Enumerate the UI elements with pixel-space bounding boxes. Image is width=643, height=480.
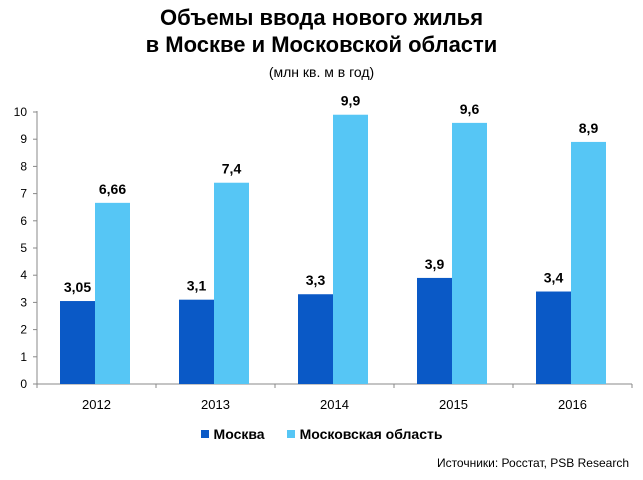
bar-moscow [179, 299, 214, 384]
bar-moscow-region [95, 202, 130, 384]
data-label: 9,6 [460, 101, 480, 117]
x-tick-label: 2013 [201, 397, 230, 412]
x-tick-label: 2012 [82, 397, 111, 412]
data-label: 3,05 [64, 279, 91, 295]
bar-moscow-region [214, 182, 249, 384]
legend: Москва Московская область [0, 426, 643, 442]
y-tick-label: 6 [20, 214, 27, 228]
bar-moscow [298, 294, 333, 384]
data-label: 3,9 [425, 256, 445, 272]
bar-moscow-region [452, 122, 487, 384]
x-tick-label: 2015 [439, 397, 468, 412]
bar-chart: 0 1 2 3 4 5 6 7 8 9 10 3,05 6,66 2012 3,1 7,4 2013 3,3 9,9… [14, 93, 633, 412]
legend-item-moscow-region: Московская область [286, 426, 443, 442]
y-tick-label: 10 [14, 105, 28, 119]
chart-subtitle: (млн кв. м в год) [268, 64, 375, 80]
bar-moscow [417, 277, 452, 384]
x-tick-label: 2014 [320, 397, 349, 412]
bar-moscow-region [571, 141, 606, 384]
legend-label-moscow-region: Московская область [299, 426, 443, 442]
legend-swatch-moscow [200, 430, 209, 438]
data-label: 6,66 [99, 181, 126, 197]
bar-moscow [536, 291, 571, 384]
y-tick-label: 9 [20, 132, 27, 146]
data-label: 8,9 [579, 120, 599, 136]
data-label: 7,4 [222, 161, 242, 177]
y-tick-label: 1 [20, 350, 27, 364]
legend-swatch-moscow-region [286, 430, 295, 438]
data-label: 3,4 [544, 270, 564, 286]
y-tick-label: 0 [20, 377, 27, 391]
data-label: 3,1 [187, 278, 207, 294]
chart-title-line-1: Объемы ввода нового жилья [159, 5, 484, 30]
x-tick-label: 2016 [558, 397, 587, 412]
y-tick-label: 5 [20, 241, 27, 255]
y-tick-label: 4 [20, 268, 27, 282]
source-note: Источники: Росстат, PSB Research [436, 456, 629, 470]
bar-moscow [60, 301, 95, 384]
y-tick-label: 3 [20, 295, 27, 309]
y-tick-label: 8 [20, 159, 27, 173]
legend-item-moscow: Москва [200, 426, 265, 442]
y-tick-label: 7 [20, 187, 27, 201]
y-tick-label: 2 [20, 323, 27, 337]
data-label: 9,9 [341, 93, 361, 109]
chart-title-line-2: в Москве и Московской области [145, 32, 498, 57]
bar-moscow-region [333, 114, 368, 384]
data-label: 3,3 [306, 272, 326, 288]
legend-label-moscow: Москва [213, 426, 265, 442]
